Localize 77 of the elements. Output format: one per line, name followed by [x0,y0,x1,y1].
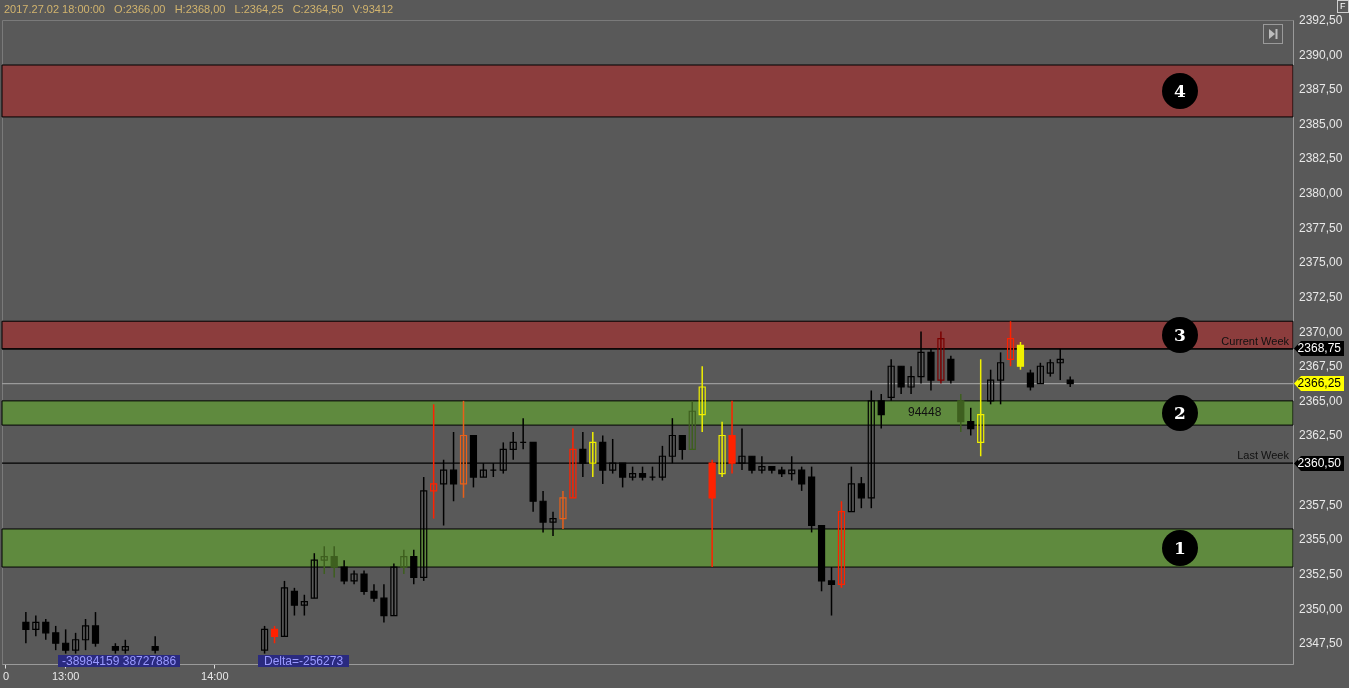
candlestick [937,330,945,385]
annotation: Delta=-256273 [258,654,350,668]
candlestick [857,476,865,509]
y-tick-label: 2347,50 [1299,636,1343,651]
y-tick-label: 2352,50 [1299,566,1343,581]
candlestick [718,420,726,478]
y-tick-label: 2355,00 [1299,532,1343,547]
candlestick [459,400,468,499]
candlestick [360,569,368,596]
annotation: -38984159 38727886 [58,654,181,668]
candlestick [42,618,50,641]
annotation: 94448 [908,405,942,419]
y-tick-label: 2380,00 [1299,186,1343,201]
candlestick [380,583,388,624]
candlestick [847,465,855,513]
band-label: 4 [1162,72,1198,109]
candlestick [400,548,408,575]
text: F [1337,0,1349,13]
candlestick [897,365,905,395]
band-label: 2 [1162,394,1198,431]
y-tick-label: 2350,00 [1299,601,1343,616]
y-tick-label: 2385,00 [1299,116,1343,131]
candlestick [977,358,985,458]
x-tick-label: 0 [2,669,10,682]
ref-line-label: Current Week [1221,334,1290,347]
candlestick [430,403,438,520]
candlestick [151,635,159,655]
candlestick [320,545,328,575]
x-tick-label: 13:00 [51,669,80,682]
candlestick [32,614,40,638]
candlestick [1026,368,1035,392]
y-tick-label: 2375,00 [1299,255,1343,270]
y-tick-label: 2370,00 [1299,324,1343,339]
candlestick [907,365,915,395]
candlestick [957,393,965,433]
candlestick [798,465,806,492]
text: 2368,75 [1294,341,1344,356]
y-tick-label: 2367,50 [1299,359,1343,374]
y-tick-label: 2357,50 [1299,497,1343,512]
candlestick [837,500,846,589]
candlestick [1036,362,1044,385]
candlestick [330,545,338,579]
candlestick [81,618,90,651]
band-label: 3 [1162,317,1198,354]
y-tick-label: 2387,50 [1299,82,1343,97]
candlestick [678,434,686,461]
band-label: 1 [1162,530,1198,566]
candlestick [589,431,597,478]
candlestick [947,355,955,385]
candlestick [300,594,308,617]
candlestick [52,625,60,651]
text: 2017.27.02 18:00:00 O:2366,00 H:2368,00 L:2364,25 C:2364,50 V:93412 [4,3,394,15]
candlestick [22,611,30,644]
candlestick [91,611,100,648]
x-tick-label: 14:00 [201,669,229,682]
candlestick [260,625,269,655]
candlestick [1016,341,1025,371]
candlestick [688,400,696,451]
candlestick [559,490,567,530]
y-tick-label: 2365,00 [1299,393,1343,408]
text: 2366,25 [1294,376,1344,391]
candlestick [290,587,299,617]
y-tick-label: 2362,50 [1299,428,1343,443]
text: 2360,50 [1294,456,1344,471]
y-tick-label: 2382,50 [1299,151,1343,166]
y-tick-label: 2392,50 [1299,13,1343,27]
candlestick [698,365,706,433]
candlestick [1006,320,1015,367]
candlestick [72,632,80,655]
candlestick [509,431,517,461]
ref-line-label: Last Week [1237,449,1290,462]
y-tick-label: 2390,00 [1299,47,1343,62]
candlestick [280,580,289,638]
y-tick-label: 2372,50 [1299,289,1343,304]
candlestick [62,628,70,655]
y-tick-label: 2377,50 [1299,220,1343,235]
candlestick [569,427,577,499]
